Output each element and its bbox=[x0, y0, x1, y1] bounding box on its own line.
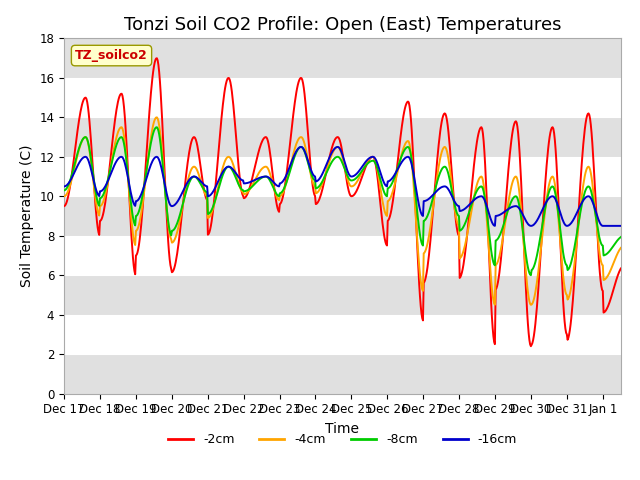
-16cm bbox=[474, 194, 481, 200]
-8cm bbox=[298, 144, 306, 150]
-2cm bbox=[153, 55, 161, 61]
Bar bbox=[64, 275, 621, 315]
-4cm bbox=[527, 302, 534, 308]
Text: TZ_soilco2: TZ_soilco2 bbox=[75, 49, 148, 62]
-8cm bbox=[460, 223, 468, 228]
-4cm bbox=[153, 115, 161, 120]
Title: Tonzi Soil CO2 Profile: Open (East) Temperatures: Tonzi Soil CO2 Profile: Open (East) Temp… bbox=[124, 16, 561, 34]
Bar bbox=[64, 354, 621, 394]
-16cm bbox=[63, 183, 70, 189]
Line: -16cm: -16cm bbox=[64, 147, 621, 226]
-16cm bbox=[600, 223, 607, 229]
-16cm bbox=[333, 144, 341, 150]
-8cm bbox=[617, 234, 625, 240]
-16cm bbox=[60, 183, 68, 189]
-2cm bbox=[527, 343, 534, 349]
Bar bbox=[64, 117, 621, 157]
-16cm bbox=[298, 144, 305, 150]
-4cm bbox=[298, 135, 306, 141]
X-axis label: Time: Time bbox=[325, 422, 360, 436]
Legend: -2cm, -4cm, -8cm, -16cm: -2cm, -4cm, -8cm, -16cm bbox=[163, 428, 522, 451]
-4cm bbox=[60, 193, 68, 199]
-2cm bbox=[474, 135, 481, 141]
-4cm bbox=[460, 246, 468, 252]
-8cm bbox=[60, 188, 68, 193]
Y-axis label: Soil Temperature (C): Soil Temperature (C) bbox=[20, 145, 34, 287]
-2cm bbox=[138, 214, 146, 219]
-4cm bbox=[63, 192, 70, 198]
Line: -2cm: -2cm bbox=[64, 58, 621, 346]
-8cm bbox=[63, 186, 70, 192]
-8cm bbox=[153, 124, 161, 130]
Bar bbox=[64, 196, 621, 236]
-2cm bbox=[298, 77, 306, 83]
-4cm bbox=[474, 179, 481, 185]
-2cm bbox=[63, 200, 70, 206]
-16cm bbox=[319, 171, 326, 177]
-8cm bbox=[319, 177, 327, 182]
-16cm bbox=[460, 206, 468, 212]
Bar bbox=[64, 38, 621, 78]
-2cm bbox=[60, 203, 68, 209]
Line: -4cm: -4cm bbox=[64, 118, 621, 305]
-2cm bbox=[460, 257, 468, 263]
Line: -8cm: -8cm bbox=[64, 127, 621, 275]
-2cm bbox=[617, 265, 625, 271]
-16cm bbox=[138, 190, 146, 195]
-8cm bbox=[527, 272, 534, 278]
-2cm bbox=[319, 183, 327, 189]
-16cm bbox=[617, 223, 625, 229]
-4cm bbox=[617, 245, 625, 251]
-4cm bbox=[319, 178, 327, 183]
-4cm bbox=[138, 205, 146, 211]
-8cm bbox=[474, 187, 481, 192]
-8cm bbox=[138, 196, 146, 202]
